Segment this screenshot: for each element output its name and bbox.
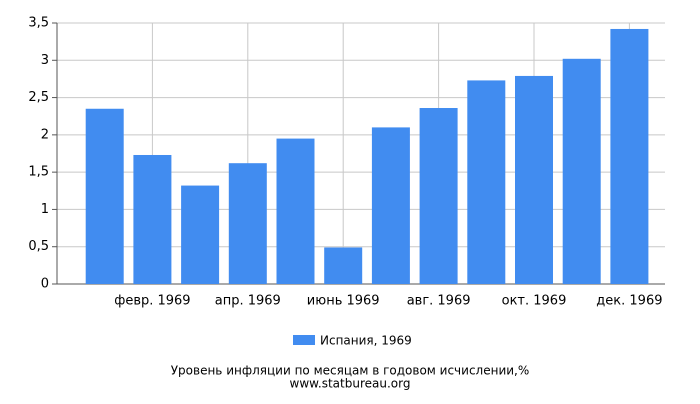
x-tick-label: авг. 1969: [407, 294, 471, 309]
bar: [610, 28, 649, 284]
x-tick-label: июнь 1969: [307, 294, 380, 309]
bar: [228, 163, 267, 284]
bar: [562, 58, 601, 285]
y-tick-label: 1,5: [28, 165, 49, 180]
bar: [515, 75, 553, 285]
chart-subtitle: www.statbureau.org: [290, 377, 411, 391]
y-tick-label: 3: [41, 53, 49, 68]
y-tick-label: 1: [41, 202, 49, 217]
bar: [419, 108, 458, 284]
bar: [467, 80, 506, 284]
bar: [133, 154, 172, 284]
bar: [181, 185, 220, 284]
y-tick-label: 0,5: [28, 239, 49, 254]
y-tick-label: 0: [41, 277, 49, 292]
y-tick-label: 2: [41, 127, 49, 142]
y-tick-label: 3,5: [28, 16, 49, 31]
legend-label: Испания, 1969: [320, 334, 412, 348]
bar: [85, 108, 124, 284]
chart-title: Уровень инфляции по месяцам в годовом ис…: [171, 364, 530, 378]
x-tick-label: февр. 1969: [114, 294, 190, 309]
x-tick-label: дек. 1969: [596, 294, 662, 309]
x-tick-label: апр. 1969: [215, 294, 281, 309]
bar: [371, 127, 410, 285]
legend-swatch: [293, 335, 315, 345]
bar: [276, 138, 315, 284]
y-tick-label: 2,5: [28, 90, 49, 105]
x-tick-label: окт. 1969: [502, 294, 567, 309]
bar: [324, 247, 363, 284]
